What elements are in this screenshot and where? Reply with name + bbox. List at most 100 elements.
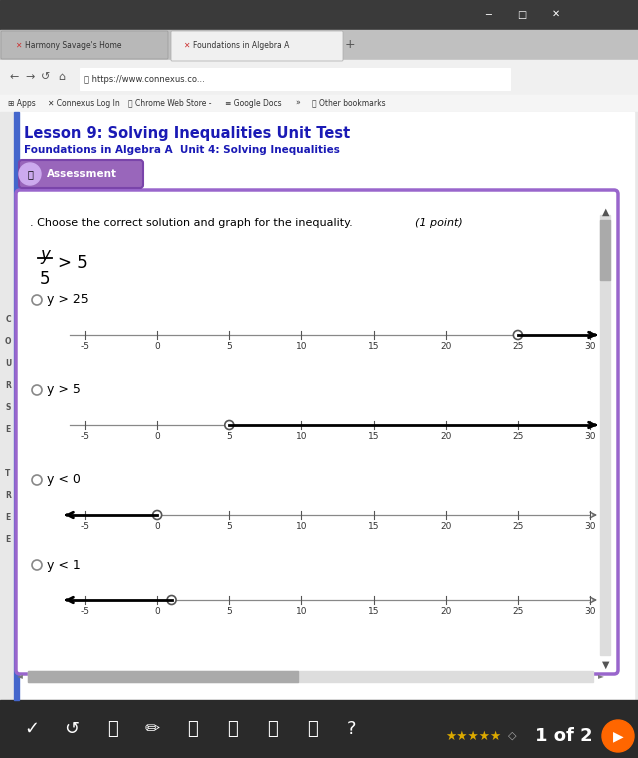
Text: y < 1: y < 1 <box>47 559 81 572</box>
Text: 📋: 📋 <box>27 169 33 179</box>
Text: 0: 0 <box>154 522 160 531</box>
Text: ✕: ✕ <box>15 40 22 49</box>
Text: ✕: ✕ <box>552 9 560 19</box>
Text: ↺: ↺ <box>41 72 50 82</box>
Text: U: U <box>5 359 11 368</box>
Text: Foundations in Algebra A  Unit 4: Solving Inequalities: Foundations in Algebra A Unit 4: Solving… <box>24 145 340 155</box>
Text: 10: 10 <box>295 522 307 531</box>
Text: ⌂: ⌂ <box>59 72 66 82</box>
Text: ✕: ✕ <box>183 40 189 49</box>
Text: 5: 5 <box>226 432 232 441</box>
Text: 30: 30 <box>584 342 596 351</box>
Text: y < 0: y < 0 <box>47 474 81 487</box>
Circle shape <box>514 330 523 340</box>
Text: 🎯: 🎯 <box>187 720 197 738</box>
Text: -5: -5 <box>80 342 89 351</box>
Text: ≡ Google Docs: ≡ Google Docs <box>225 99 281 108</box>
Bar <box>14 112 19 700</box>
Text: 0: 0 <box>154 607 160 616</box>
Bar <box>14 112 634 700</box>
Text: 25: 25 <box>512 432 524 441</box>
Text: 📄 Other bookmarks: 📄 Other bookmarks <box>312 99 385 108</box>
Text: ►: ► <box>598 672 604 681</box>
Text: ▶: ▶ <box>612 729 623 743</box>
Text: ⊞ Apps: ⊞ Apps <box>8 99 36 108</box>
Bar <box>0 0 638 30</box>
Text: (1 point): (1 point) <box>415 218 463 228</box>
Text: 10: 10 <box>295 432 307 441</box>
Text: ✓: ✓ <box>24 720 40 738</box>
Circle shape <box>602 720 634 752</box>
Circle shape <box>152 510 161 519</box>
Text: S: S <box>5 403 11 412</box>
Text: ←: ← <box>10 72 19 82</box>
FancyBboxPatch shape <box>16 190 618 674</box>
Text: 5: 5 <box>40 270 50 288</box>
Text: 🖫: 🖫 <box>226 720 237 738</box>
Text: -5: -5 <box>80 432 89 441</box>
Text: R: R <box>5 491 11 500</box>
Text: ⬜: ⬜ <box>307 720 317 738</box>
Bar <box>80 68 510 90</box>
Bar <box>0 95 638 112</box>
Text: R: R <box>5 381 11 390</box>
Text: 🎭: 🎭 <box>107 720 117 738</box>
Text: 15: 15 <box>368 522 380 531</box>
Text: E: E <box>5 425 11 434</box>
Bar <box>600 220 610 280</box>
FancyBboxPatch shape <box>1 31 168 59</box>
Text: 10: 10 <box>295 342 307 351</box>
Text: 15: 15 <box>368 342 380 351</box>
Text: ◇: ◇ <box>508 731 517 741</box>
Text: ─: ─ <box>485 10 491 20</box>
Circle shape <box>225 421 234 430</box>
Text: y > 5: y > 5 <box>47 384 81 396</box>
Text: 20: 20 <box>440 607 452 616</box>
Text: →: → <box>26 72 34 82</box>
Text: y: y <box>40 246 50 264</box>
Bar <box>28 671 593 682</box>
Text: +: + <box>345 39 355 52</box>
Text: 🖨: 🖨 <box>267 720 278 738</box>
Text: 30: 30 <box>584 607 596 616</box>
Text: 0: 0 <box>154 432 160 441</box>
Text: ?: ? <box>347 720 357 738</box>
Text: 15: 15 <box>368 607 380 616</box>
Text: 1 of 2: 1 of 2 <box>535 727 593 745</box>
Bar <box>0 112 638 700</box>
Text: 25: 25 <box>512 522 524 531</box>
Text: ✏: ✏ <box>144 720 160 738</box>
Text: »: » <box>295 99 300 108</box>
Text: 5: 5 <box>226 607 232 616</box>
Text: ★★★★★: ★★★★★ <box>445 729 501 743</box>
Text: ▲: ▲ <box>602 207 610 217</box>
Text: ✕ Connexus Log In: ✕ Connexus Log In <box>48 99 120 108</box>
Text: -5: -5 <box>80 607 89 616</box>
Text: Assessment: Assessment <box>47 169 117 179</box>
Text: Lesson 9: Solving Inequalities Unit Test: Lesson 9: Solving Inequalities Unit Test <box>24 126 350 141</box>
Text: 15: 15 <box>368 432 380 441</box>
Text: 5: 5 <box>226 342 232 351</box>
Bar <box>0 30 638 60</box>
Text: y > 25: y > 25 <box>47 293 89 306</box>
Text: 10: 10 <box>295 607 307 616</box>
Text: E: E <box>5 513 11 522</box>
Text: □: □ <box>517 10 526 20</box>
Circle shape <box>167 596 176 604</box>
Text: C: C <box>5 315 11 324</box>
Text: ◄: ◄ <box>17 672 23 681</box>
Text: Foundations in Algebra A: Foundations in Algebra A <box>193 40 290 49</box>
Text: 25: 25 <box>512 342 524 351</box>
Text: 30: 30 <box>584 522 596 531</box>
Text: 20: 20 <box>440 432 452 441</box>
Text: ▼: ▼ <box>602 660 610 670</box>
Text: 5: 5 <box>226 522 232 531</box>
Text: 🌐 Chrome Web Store -: 🌐 Chrome Web Store - <box>128 99 212 108</box>
Text: 30: 30 <box>584 432 596 441</box>
Text: > 5: > 5 <box>58 254 88 272</box>
Text: Harmony Savage's Home: Harmony Savage's Home <box>25 40 121 49</box>
Text: ↺: ↺ <box>64 720 80 738</box>
Text: 25: 25 <box>512 607 524 616</box>
FancyBboxPatch shape <box>19 160 143 188</box>
Text: T: T <box>5 469 11 478</box>
